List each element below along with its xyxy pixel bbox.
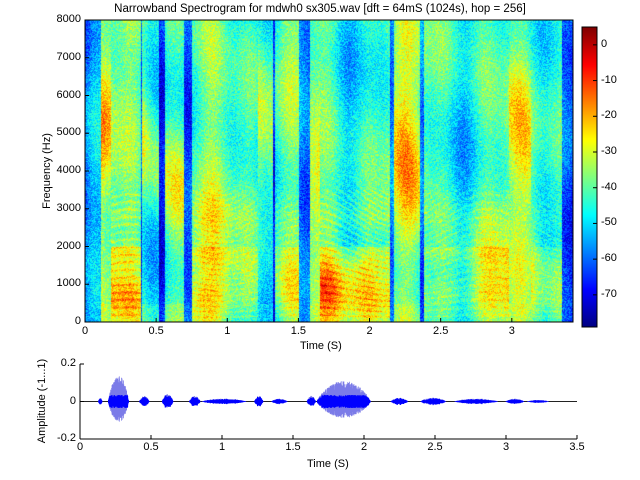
waveform-segment bbox=[162, 395, 174, 408]
spectrogram-y-tick-label: 3000 bbox=[56, 201, 81, 214]
spectrogram-y-tick-label: 6000 bbox=[56, 88, 81, 101]
spectrogram-y-tick-label: 7000 bbox=[56, 50, 81, 63]
spectrogram-x-tick-label: 1 bbox=[224, 325, 231, 337]
spectrogram-y-tick-label: 4000 bbox=[56, 164, 81, 176]
waveform-x-tick-label: 0 bbox=[76, 441, 84, 453]
waveform-segment bbox=[316, 394, 371, 409]
spectrogram-title: Narrowband Spectrogram for mdwh0 sx305.w… bbox=[114, 3, 526, 15]
spectrogram-y-tick-label: 1000 bbox=[56, 277, 81, 290]
waveform-x-tick-label: 2 bbox=[360, 441, 368, 453]
colorbar-tick-label: -30 bbox=[601, 145, 617, 157]
waveform-segment bbox=[108, 395, 129, 408]
colorbar-tick-label: -60 bbox=[601, 252, 617, 265]
waveform-x-tick-label: 2.5 bbox=[427, 441, 443, 453]
spectrogram-x-label: Time (S) bbox=[300, 340, 342, 352]
waveform-y-tick-label: 0.2 bbox=[60, 357, 76, 369]
waveform-segment bbox=[254, 396, 264, 407]
waveform-x-tick-label: 1 bbox=[218, 441, 226, 453]
spectrogram-y-tick-label: 2000 bbox=[56, 239, 81, 252]
spectrogram-image bbox=[85, 20, 573, 322]
waveform-segment bbox=[390, 398, 408, 405]
spectrogram-y-tick-label: 8000 bbox=[56, 13, 81, 25]
waveform-segment bbox=[201, 398, 247, 405]
waveform-segment bbox=[139, 397, 150, 406]
waveform-x-label: Time (S) bbox=[307, 458, 349, 470]
waveform-segment bbox=[98, 398, 103, 405]
waveform-segment bbox=[271, 398, 288, 405]
spectrogram-x-tick-label: 0 bbox=[81, 325, 89, 337]
waveform-x-tick-label: 1.5 bbox=[285, 441, 301, 453]
waveform-segment bbox=[420, 397, 447, 406]
waveform-segment bbox=[189, 397, 201, 406]
colorbar-tick-label: -70 bbox=[601, 287, 617, 300]
spectrogram-x-tick-label: 3 bbox=[508, 325, 515, 337]
waveform-y-tick-label: 0 bbox=[69, 394, 76, 407]
spectrogram-y-tick-label: 0 bbox=[74, 315, 81, 327]
spectrogram-x-tick-label: 1.5 bbox=[290, 325, 307, 337]
colorbar-tick-label: -50 bbox=[601, 216, 617, 229]
spectrogram-x-tick-label: 0.5 bbox=[148, 325, 164, 337]
colorbar-tick-label: -10 bbox=[601, 73, 617, 86]
colorbar bbox=[582, 27, 597, 327]
spectrogram-y-tick-label: 5000 bbox=[56, 126, 81, 139]
waveform-x-tick-label: 0.5 bbox=[143, 441, 159, 453]
waveform-x-tick-label: 3.5 bbox=[569, 441, 585, 453]
waveform-segment bbox=[306, 397, 316, 406]
colorbar-tick-label: -20 bbox=[601, 109, 617, 122]
spectrogram-x-tick-label: 2.5 bbox=[433, 325, 449, 337]
waveform-segment bbox=[505, 399, 525, 404]
waveform-segment bbox=[454, 398, 498, 405]
waveform-x-tick-label: 3 bbox=[502, 441, 510, 453]
colorbar-tick-label: -40 bbox=[601, 180, 617, 193]
colorbar-frame bbox=[581, 26, 598, 328]
spectrogram-x-tick-label: 2 bbox=[366, 325, 373, 337]
waveform-y-tick-label: -0.2 bbox=[57, 432, 76, 444]
spectrogram-frame bbox=[84, 19, 574, 323]
waveform-segment bbox=[526, 400, 549, 403]
colorbar-tick-label: 0 bbox=[601, 37, 608, 50]
